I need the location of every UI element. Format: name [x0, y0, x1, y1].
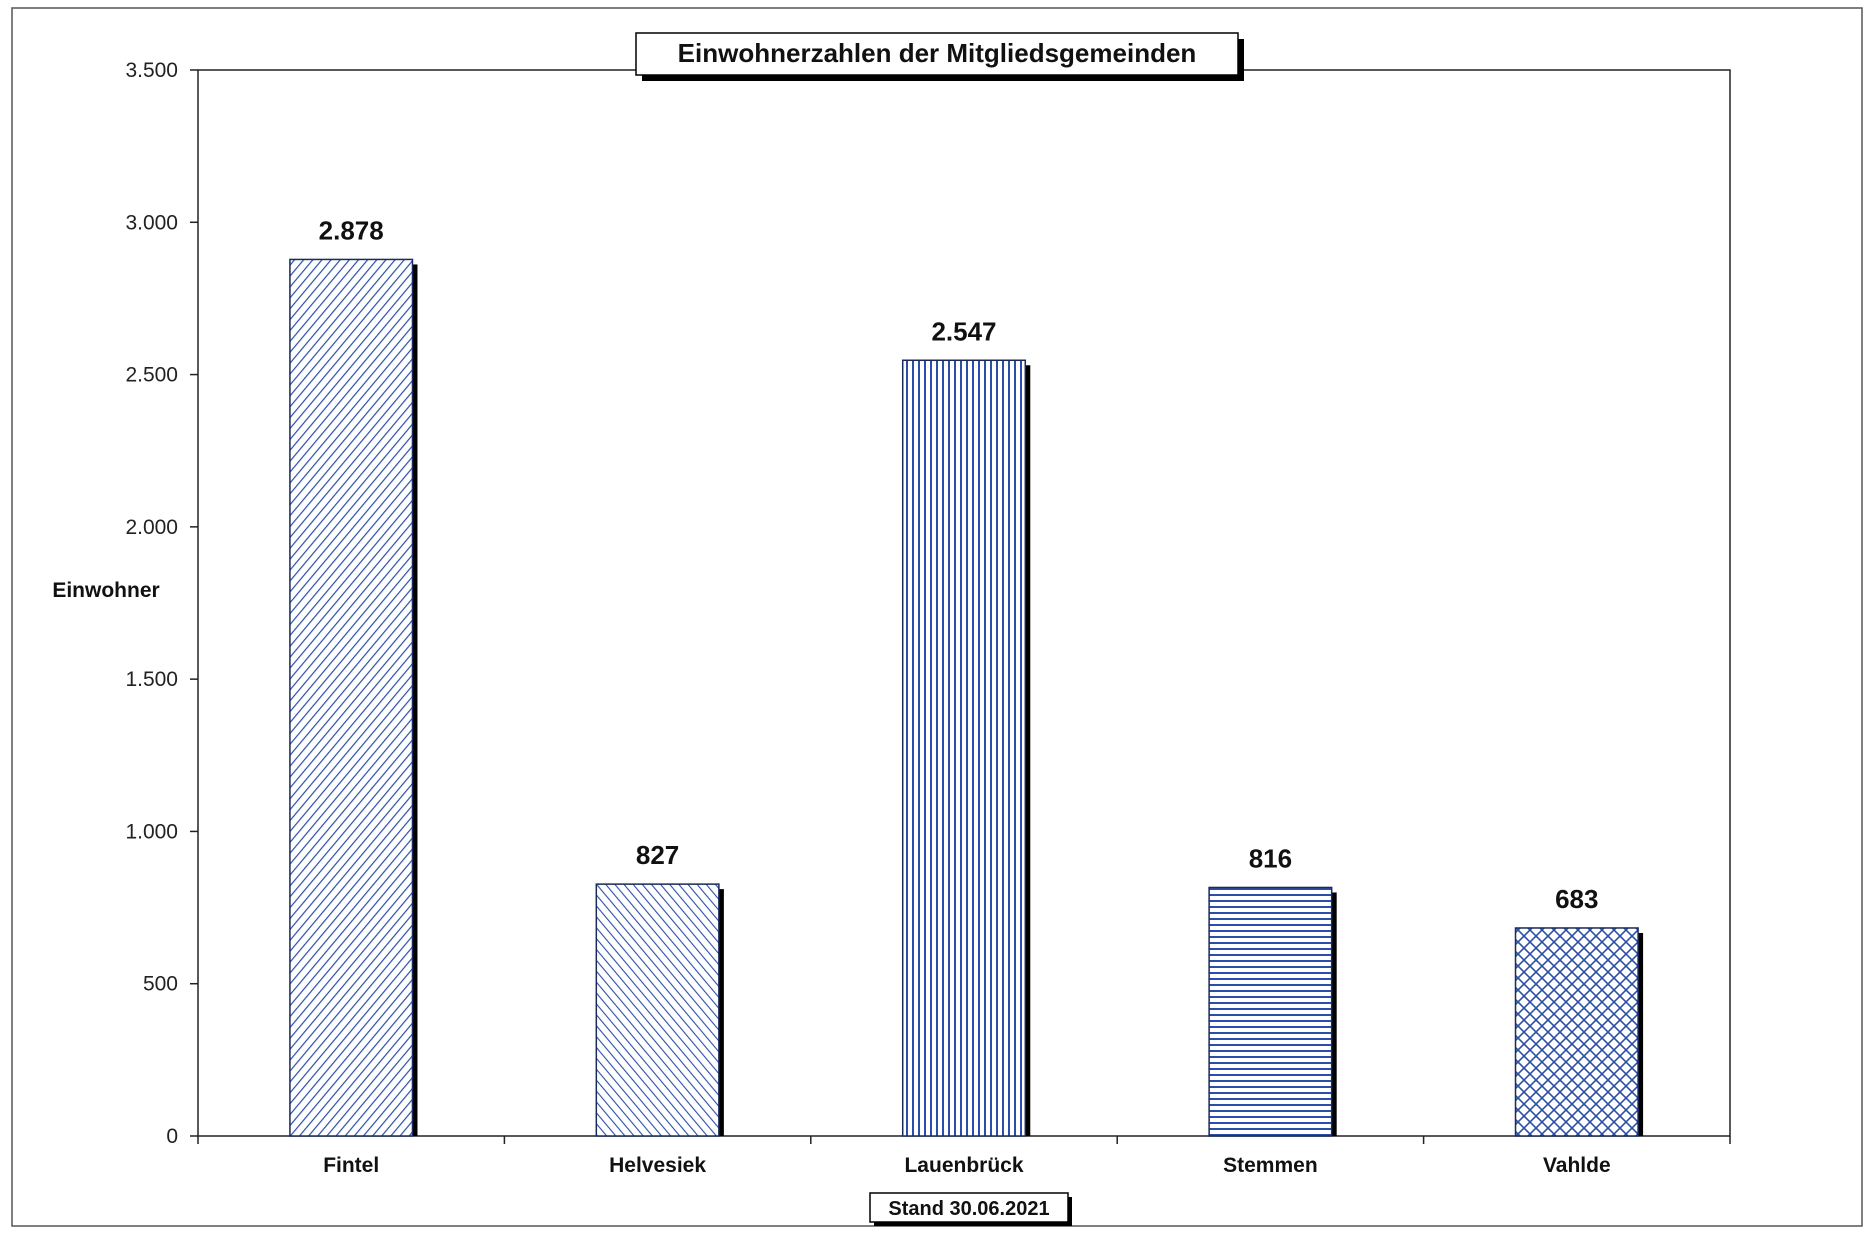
bar-helvesiek: [595, 883, 720, 1137]
bar-vahlde: [1514, 927, 1639, 1137]
y-tick-label: 3.500: [125, 59, 178, 82]
bar-fintel: [289, 258, 414, 1137]
y-tick-label: 500: [143, 973, 178, 996]
chart-title: Einwohnerzahlen der Mitgliedsgemeinden: [678, 38, 1197, 68]
data-label: 827: [636, 840, 679, 870]
x-tick-label: Stemmen: [1223, 1154, 1318, 1177]
data-label: 816: [1249, 843, 1292, 873]
bar-stemmen: [1208, 886, 1333, 1137]
data-label: 2.878: [319, 215, 384, 245]
chart-title-box: Einwohnerzahlen der Mitgliedsgemeinden: [635, 32, 1244, 81]
title-box: [635, 32, 1239, 76]
x-tick-label: Helvesiek: [609, 1154, 706, 1177]
y-tick-label: 3.000: [125, 211, 178, 234]
y-tick-label: 2.500: [125, 364, 178, 387]
value-labels: 2.878 827 2.547 816 683: [319, 215, 1599, 914]
x-tick-label: Fintel: [323, 1154, 379, 1177]
y-axis-label: Einwohner: [52, 579, 159, 602]
x-axis: Fintel Helvesiek Lauenbrück Stemmen Vahlde: [197, 1136, 1731, 1177]
data-label: 683: [1555, 884, 1598, 914]
y-tick-label: 1.500: [125, 668, 178, 691]
y-tick-label: 1.000: [125, 820, 178, 843]
y-tick-label: 0: [166, 1125, 178, 1148]
footnote-box: Stand 30.06.2021: [869, 1192, 1072, 1226]
footnote-text: Stand 30.06.2021: [888, 1198, 1049, 1220]
x-tick-label: Lauenbrück: [904, 1154, 1023, 1177]
data-label: 2.547: [931, 316, 996, 346]
footnote-box-frame: [869, 1192, 1069, 1223]
y-tick-label: 2.000: [125, 516, 178, 539]
y-axis: 0 500 1.000 1.500 2.000 2.500 3.000 3.500: [125, 59, 198, 1148]
x-tick-label: Vahlde: [1543, 1154, 1611, 1177]
bar-lauenbrück: [901, 359, 1027, 1137]
bars: [289, 258, 1644, 1137]
